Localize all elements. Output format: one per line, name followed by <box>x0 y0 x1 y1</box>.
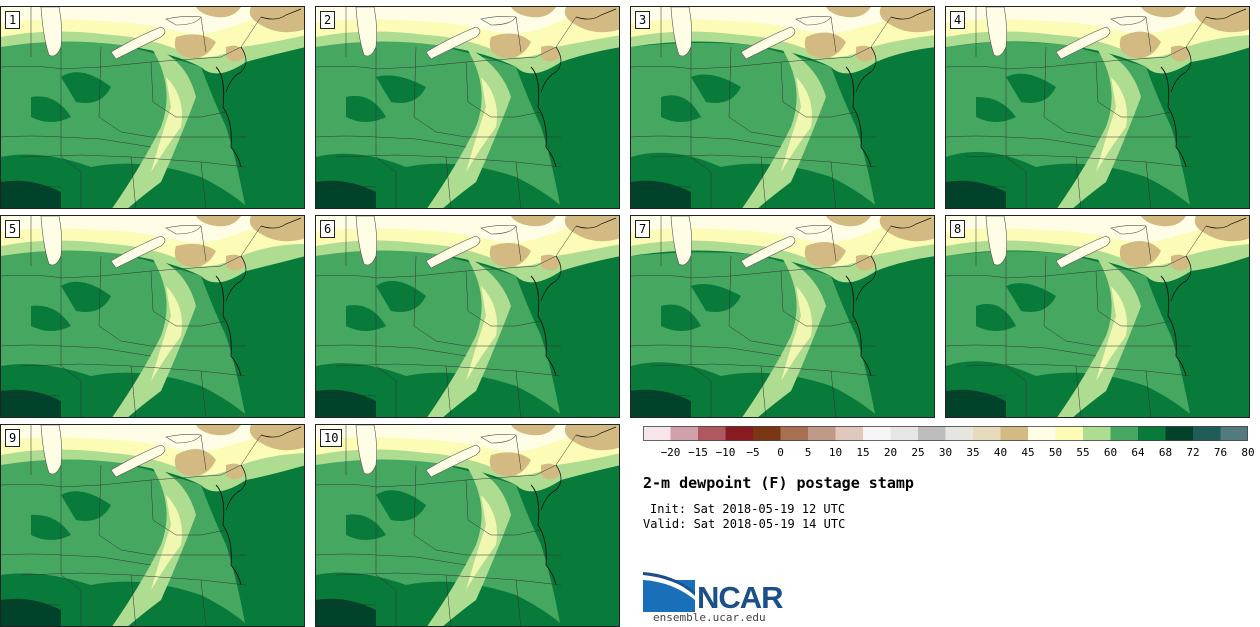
colorbar-swatch <box>753 426 781 441</box>
ensemble-member-panel: 7 <box>630 215 935 418</box>
colorbar-tick-label: −5 <box>746 446 760 459</box>
member-label: 8 <box>950 220 966 238</box>
colorbar-swatch <box>918 426 946 441</box>
member-label: 2 <box>320 11 336 29</box>
ensemble-member-panel: 4 <box>945 6 1250 209</box>
member-label: 6 <box>320 220 336 238</box>
colorbar-swatch <box>835 426 864 441</box>
colorbar-swatch <box>725 426 754 441</box>
colorbar-tick-label: 45 <box>1021 446 1035 459</box>
member-label: 1 <box>5 11 21 29</box>
colorbar-tick-label: 10 <box>828 446 843 459</box>
ncar-logo-icon <box>643 572 695 612</box>
ensemble-member-panel: 8 <box>945 215 1250 418</box>
ensemble-member-panel: 6 <box>315 215 620 418</box>
ensemble-member-panel: 1 <box>0 6 305 209</box>
colorbar-swatch <box>780 426 809 441</box>
colorbar-tick-label: 80 <box>1241 446 1255 459</box>
colorbar-swatch <box>1055 426 1084 441</box>
colorbar-swatch <box>698 426 726 441</box>
colorbar-tick-label: −20 <box>660 446 681 459</box>
valid-time: Valid: Sat 2018-05-19 14 UTC <box>643 517 846 531</box>
init-time: Init: Sat 2018-05-19 12 UTC <box>650 502 846 516</box>
colorbar-tick-label: 55 <box>1076 446 1090 459</box>
member-label: 5 <box>5 220 21 238</box>
colorbar-tick-label: 50 <box>1048 446 1063 459</box>
colorbar-swatch <box>1000 426 1029 441</box>
colorbar-swatch <box>1083 426 1111 441</box>
colorbar-tick-label: 25 <box>911 446 925 459</box>
colorbar-tick-label: 76 <box>1213 446 1228 459</box>
colorbar-tick-label: 20 <box>883 446 898 459</box>
colorbar-swatch <box>670 426 699 441</box>
colorbar-swatch <box>890 426 919 441</box>
member-label: 7 <box>635 220 651 238</box>
colorbar-tick-label: 40 <box>993 446 1008 459</box>
ensemble-member-panel: 10 <box>315 424 620 627</box>
colorbar-tick-label: 64 <box>1131 446 1145 459</box>
colorbar-swatch <box>973 426 1001 441</box>
ensemble-member-panel: 2 <box>315 6 620 209</box>
ensemble-member-panel: 9 <box>0 424 305 627</box>
colorbar-tick-label: −10 <box>715 446 736 459</box>
colorbar-swatch <box>1138 426 1166 441</box>
colorbar-tick-label: 68 <box>1158 446 1173 459</box>
colorbar-swatch <box>643 426 671 441</box>
colorbar-swatch <box>808 426 836 441</box>
colorbar-tick-label: 35 <box>966 446 980 459</box>
ensemble-member-panel: 5 <box>0 215 305 418</box>
colorbar-tick-label: 15 <box>856 446 870 459</box>
colorbar-swatch <box>1193 426 1221 441</box>
member-label: 9 <box>5 429 21 447</box>
ncar-wordmark: NCAR <box>697 580 784 615</box>
colorbar-tick-label: 30 <box>938 446 953 459</box>
colorbar-swatch <box>1220 426 1248 441</box>
colorbar-tick-label: 72 <box>1186 446 1200 459</box>
colorbar-tick-label: 0 <box>777 446 784 459</box>
member-label: 3 <box>635 11 651 29</box>
colorbar-swatch <box>1110 426 1139 441</box>
colorbar <box>643 426 1248 441</box>
ensemble-member-panel: 3 <box>630 6 935 209</box>
colorbar-swatch <box>1028 426 1056 441</box>
member-label: 10 <box>320 429 343 447</box>
colorbar-tick-label: 5 <box>804 446 812 459</box>
colorbar-tick-label: 60 <box>1103 446 1118 459</box>
colorbar-swatch <box>863 426 891 441</box>
colorbar-tick-label: −15 <box>688 446 708 459</box>
colorbar-swatch <box>945 426 974 441</box>
member-label: 4 <box>950 11 966 29</box>
colorbar-swatch <box>1165 426 1194 441</box>
website-url: ensemble.ucar.edu <box>653 611 766 624</box>
plot-title: 2-m dewpoint (F) postage stamp <box>643 474 914 492</box>
